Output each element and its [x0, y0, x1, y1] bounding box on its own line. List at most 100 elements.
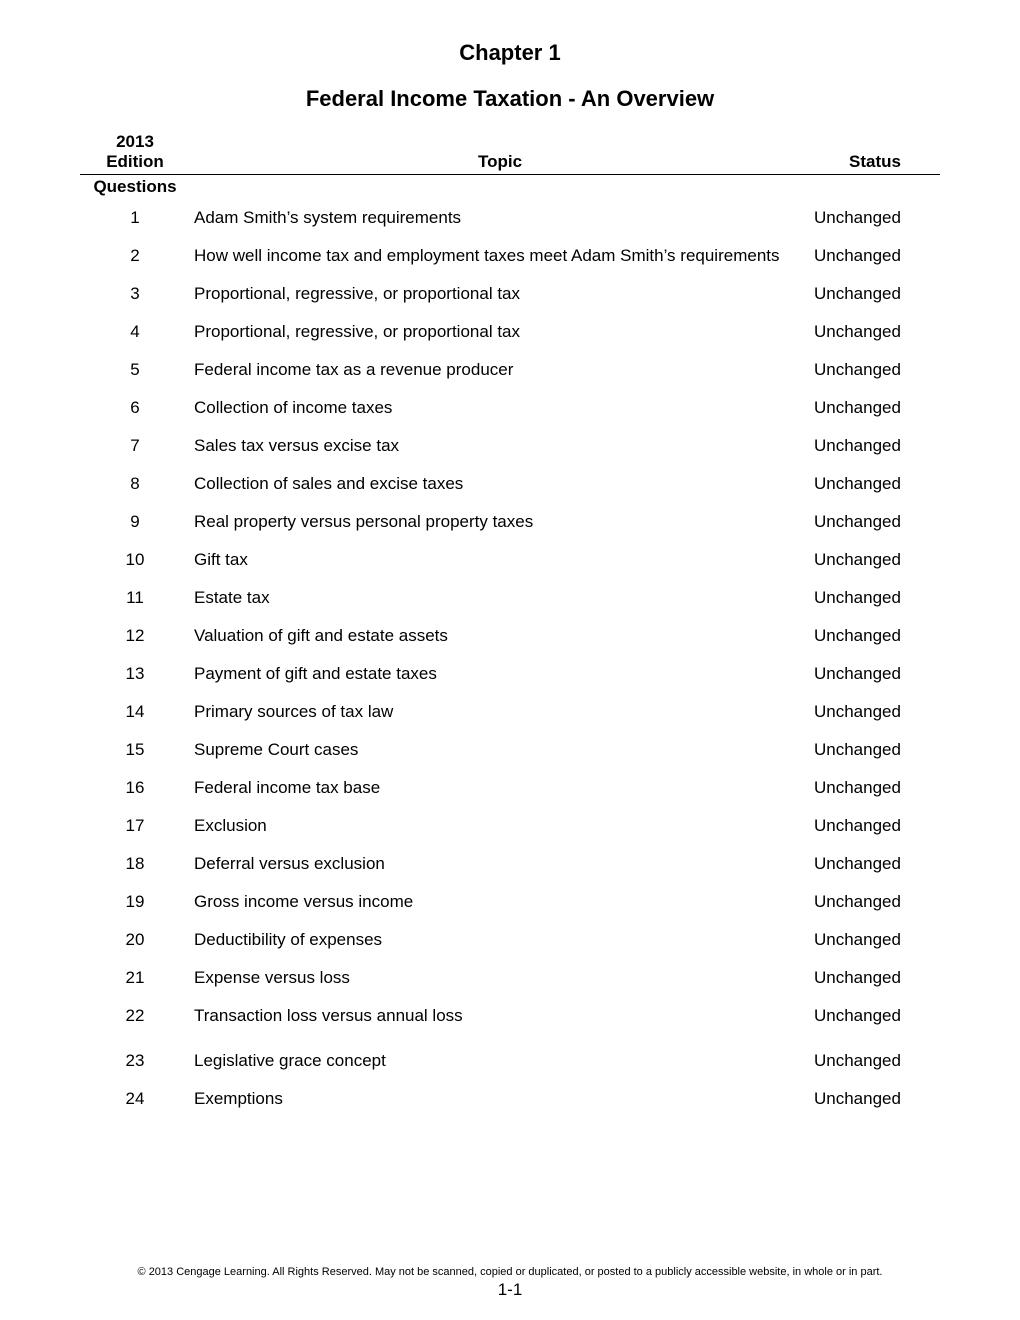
question-status: Unchanged	[810, 769, 940, 807]
question-topic: Gross income versus income	[190, 883, 810, 921]
question-status: Unchanged	[810, 807, 940, 845]
table-row: 2How well income tax and employment taxe…	[80, 237, 940, 275]
question-number: 8	[80, 465, 190, 503]
chapter-title: Chapter 1	[80, 40, 940, 66]
table-row: 16Federal income tax baseUnchanged	[80, 769, 940, 807]
question-number: 3	[80, 275, 190, 313]
question-number: 1	[80, 206, 190, 237]
question-number: 7	[80, 427, 190, 465]
question-number: 5	[80, 351, 190, 389]
page-footer: © 2013 Cengage Learning. All Rights Rese…	[0, 1266, 1020, 1300]
column-header-topic: Topic	[190, 132, 810, 175]
question-number: 22	[80, 997, 190, 1035]
question-status: Unchanged	[810, 541, 940, 579]
question-topic: Adam Smith’s system requirements	[190, 206, 810, 237]
column-header-status: Status	[810, 132, 940, 175]
table-row: 22Transaction loss versus annual lossUnc…	[80, 997, 940, 1035]
question-number: 19	[80, 883, 190, 921]
question-status: Unchanged	[810, 617, 940, 655]
page-number: 1-1	[0, 1280, 1020, 1300]
table-row: 5Federal income tax as a revenue produce…	[80, 351, 940, 389]
question-topic: Gift tax	[190, 541, 810, 579]
question-topic: Legislative grace concept	[190, 1035, 810, 1080]
question-status: Unchanged	[810, 731, 940, 769]
question-topic: Federal income tax as a revenue producer	[190, 351, 810, 389]
question-status: Unchanged	[810, 313, 940, 351]
question-topic: Deductibility of expenses	[190, 921, 810, 959]
question-status: Unchanged	[810, 997, 940, 1035]
question-status: Unchanged	[810, 883, 940, 921]
question-number: 18	[80, 845, 190, 883]
question-status: Unchanged	[810, 579, 940, 617]
question-number: 14	[80, 693, 190, 731]
question-status: Unchanged	[810, 503, 940, 541]
question-topic: Proportional, regressive, or proportiona…	[190, 275, 810, 313]
table-row: 19Gross income versus incomeUnchanged	[80, 883, 940, 921]
question-status: Unchanged	[810, 389, 940, 427]
question-number: 10	[80, 541, 190, 579]
question-status: Unchanged	[810, 427, 940, 465]
question-topic: Payment of gift and estate taxes	[190, 655, 810, 693]
question-status: Unchanged	[810, 845, 940, 883]
question-topic: Expense versus loss	[190, 959, 810, 997]
question-topic: Proportional, regressive, or proportiona…	[190, 313, 810, 351]
section-label: Questions	[80, 175, 190, 207]
question-number: 4	[80, 313, 190, 351]
table-row: 18Deferral versus exclusionUnchanged	[80, 845, 940, 883]
column-header-edition: 2013Edition	[80, 132, 190, 175]
table-row: 24ExemptionsUnchanged	[80, 1080, 940, 1118]
table-row: 14Primary sources of tax lawUnchanged	[80, 693, 940, 731]
question-number: 13	[80, 655, 190, 693]
question-number: 15	[80, 731, 190, 769]
question-number: 9	[80, 503, 190, 541]
table-row: 4Proportional, regressive, or proportion…	[80, 313, 940, 351]
question-number: 23	[80, 1035, 190, 1080]
table-row: 7Sales tax versus excise taxUnchanged	[80, 427, 940, 465]
question-topic: Real property versus personal property t…	[190, 503, 810, 541]
question-topic: How well income tax and employment taxes…	[190, 237, 810, 275]
table-row: 13Payment of gift and estate taxesUnchan…	[80, 655, 940, 693]
question-topic: Transaction loss versus annual loss	[190, 997, 810, 1035]
question-number: 21	[80, 959, 190, 997]
question-number: 16	[80, 769, 190, 807]
question-status: Unchanged	[810, 655, 940, 693]
question-status: Unchanged	[810, 959, 940, 997]
table-row: 17ExclusionUnchanged	[80, 807, 940, 845]
question-number: 11	[80, 579, 190, 617]
table-row: 6Collection of income taxesUnchanged	[80, 389, 940, 427]
question-status: Unchanged	[810, 465, 940, 503]
question-topic: Estate tax	[190, 579, 810, 617]
question-status: Unchanged	[810, 1080, 940, 1118]
question-status: Unchanged	[810, 351, 940, 389]
question-status: Unchanged	[810, 237, 940, 275]
question-status: Unchanged	[810, 693, 940, 731]
question-number: 2	[80, 237, 190, 275]
question-topic: Collection of income taxes	[190, 389, 810, 427]
question-topic: Exclusion	[190, 807, 810, 845]
chapter-subtitle: Federal Income Taxation - An Overview	[80, 86, 940, 112]
questions-table: 2013Edition Topic Status Questions 1Adam…	[80, 132, 940, 1118]
question-topic: Supreme Court cases	[190, 731, 810, 769]
question-topic: Primary sources of tax law	[190, 693, 810, 731]
question-topic: Valuation of gift and estate assets	[190, 617, 810, 655]
question-status: Unchanged	[810, 206, 940, 237]
question-topic: Federal income tax base	[190, 769, 810, 807]
question-topic: Exemptions	[190, 1080, 810, 1118]
table-row: 3Proportional, regressive, or proportion…	[80, 275, 940, 313]
table-row: 12Valuation of gift and estate assetsUnc…	[80, 617, 940, 655]
table-row: 8Collection of sales and excise taxesUnc…	[80, 465, 940, 503]
question-number: 12	[80, 617, 190, 655]
question-number: 20	[80, 921, 190, 959]
question-status: Unchanged	[810, 1035, 940, 1080]
table-row: 21Expense versus lossUnchanged	[80, 959, 940, 997]
table-row: 20Deductibility of expensesUnchanged	[80, 921, 940, 959]
table-row: 23Legislative grace conceptUnchanged	[80, 1035, 940, 1080]
question-topic: Sales tax versus excise tax	[190, 427, 810, 465]
question-status: Unchanged	[810, 275, 940, 313]
table-row: 9Real property versus personal property …	[80, 503, 940, 541]
table-row: 10Gift taxUnchanged	[80, 541, 940, 579]
question-status: Unchanged	[810, 921, 940, 959]
question-number: 24	[80, 1080, 190, 1118]
table-row: 15Supreme Court casesUnchanged	[80, 731, 940, 769]
table-row: 1Adam Smith’s system requirementsUnchang…	[80, 206, 940, 237]
